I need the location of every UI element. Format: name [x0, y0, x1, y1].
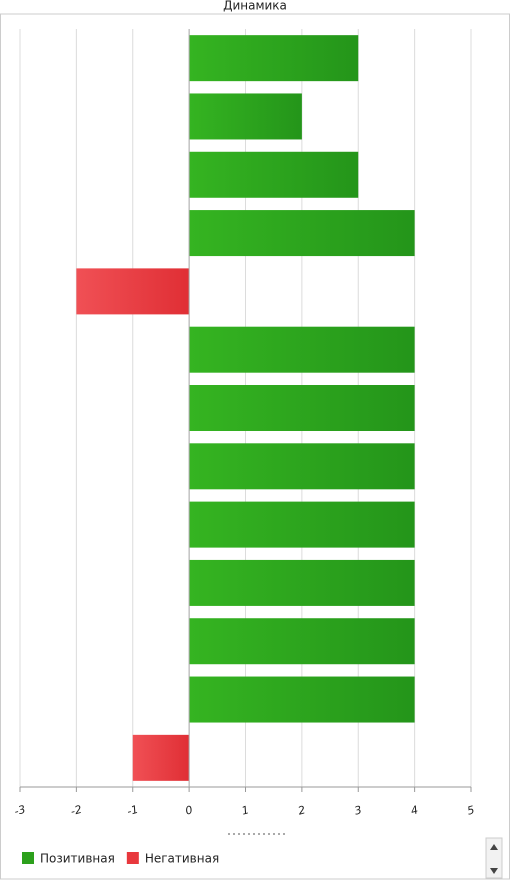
legend-swatch [22, 852, 34, 864]
bar [189, 326, 415, 373]
x-tick-label: -2 [69, 803, 83, 818]
x-tick-label: 2 [297, 803, 307, 817]
bar [189, 501, 415, 548]
bar [189, 618, 415, 665]
bar [132, 734, 190, 781]
bar [189, 151, 359, 198]
x-tick-label: 0 [184, 803, 194, 817]
x-tick-label: -1 [126, 803, 140, 818]
bar [189, 676, 415, 723]
bar [189, 559, 415, 606]
bar [189, 443, 415, 490]
scroll-arrows [490, 844, 498, 874]
legend-label: Позитивная [40, 852, 115, 866]
bar [189, 35, 359, 82]
x-tick-label: 3 [353, 803, 363, 817]
bar [76, 268, 190, 315]
bar [189, 385, 415, 431]
x-tick-label: 4 [409, 803, 419, 817]
legend-label: Негативная [145, 852, 219, 866]
bar [189, 210, 415, 257]
legend-swatch [126, 852, 139, 864]
x-tick-label: 1 [240, 803, 250, 817]
bar [189, 93, 302, 140]
chart-title: Динамика [223, 0, 287, 13]
x-tick-label: -3 [13, 803, 27, 818]
x-tick-label: 5 [466, 803, 476, 817]
